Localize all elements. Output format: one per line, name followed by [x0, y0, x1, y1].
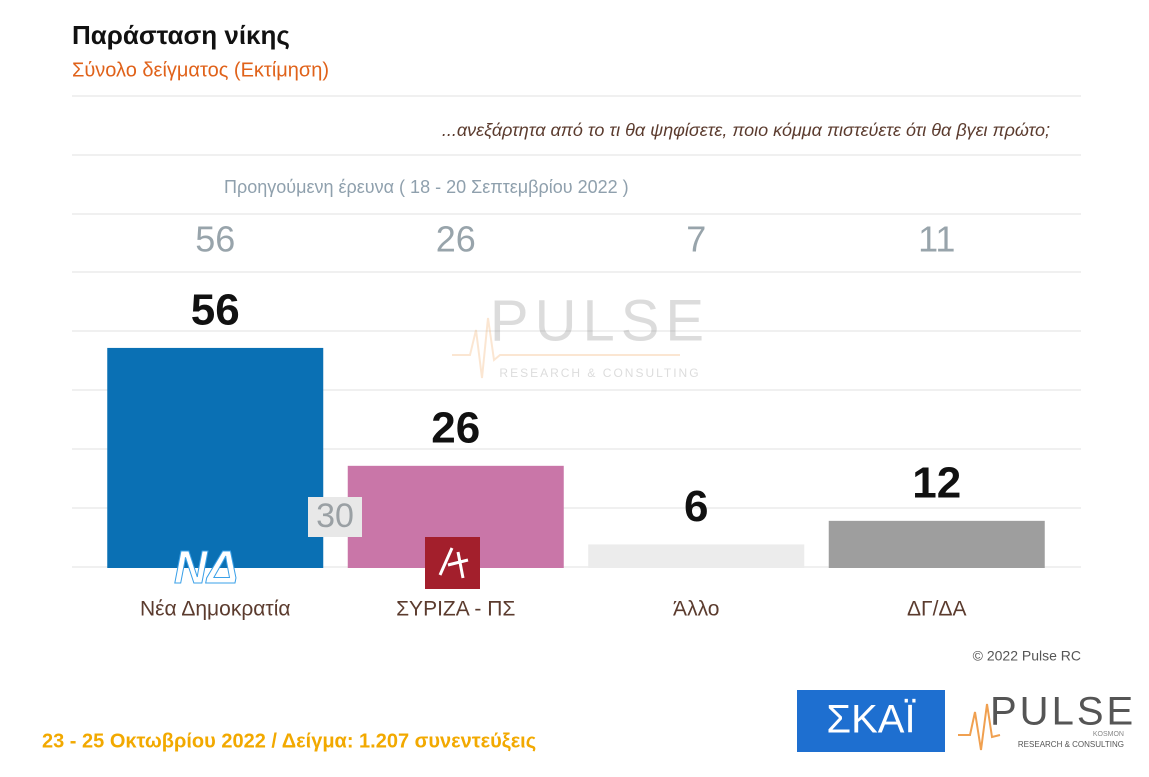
lead-box — [308, 497, 362, 537]
category-label: Άλλο — [673, 598, 719, 621]
value-label: 26 — [431, 403, 480, 452]
pulse-logo-mark — [958, 703, 1001, 751]
bar — [828, 520, 1045, 568]
subtitle: Σύνολο δείγματος (Εκτίμηση) — [72, 59, 329, 81]
pulse-logo-sub: RESEARCH & CONSULTING — [1018, 740, 1124, 749]
watermark-text: PULSE — [490, 288, 710, 353]
syriza-star — [438, 547, 469, 579]
previous-label: Προηγούμενη έρευνα ( 18 - 20 Σεπτεμβρίου… — [224, 177, 629, 197]
nd-logo: ΝΔ — [174, 541, 238, 593]
copyright: © 2022 Pulse RC — [973, 648, 1081, 664]
previous-value: 11 — [918, 219, 955, 260]
category-label: ΔΓ/ΔΑ — [907, 598, 966, 621]
watermark: PULSE RESEARCH & CONSULTING — [452, 288, 710, 380]
value-label: 6 — [684, 482, 708, 531]
value-label: 12 — [912, 458, 961, 507]
category-label: ΣΥΡΙΖΑ - ΠΣ — [396, 598, 515, 621]
previous-value: 7 — [686, 219, 706, 260]
previous-value: 26 — [436, 219, 476, 260]
skai-logo-text: ΣΚΑΪ — [826, 698, 916, 742]
category-label: Νέα Δημοκρατία — [140, 598, 291, 621]
watermark-sub: RESEARCH & CONSULTING — [499, 366, 700, 380]
watermark-pulse — [452, 317, 680, 379]
bar — [107, 347, 324, 568]
title: Παράσταση νίκης — [72, 20, 290, 50]
bar — [588, 544, 805, 568]
skai-logo — [797, 690, 945, 752]
value-label: 56 — [191, 286, 240, 335]
question: ...ανεξάρτητα από το τι θα ψηφίσετε, ποι… — [442, 120, 1050, 140]
pulse-logo-kosmon: KOSMON — [1093, 731, 1124, 738]
pulse-logo-text: PULSE — [990, 690, 1136, 734]
previous-value: 56 — [195, 219, 235, 260]
lead-label: 30 — [316, 497, 354, 535]
footer: 23 - 25 Οκτωβρίου 2022 / Δείγμα: 1.207 σ… — [42, 730, 536, 752]
